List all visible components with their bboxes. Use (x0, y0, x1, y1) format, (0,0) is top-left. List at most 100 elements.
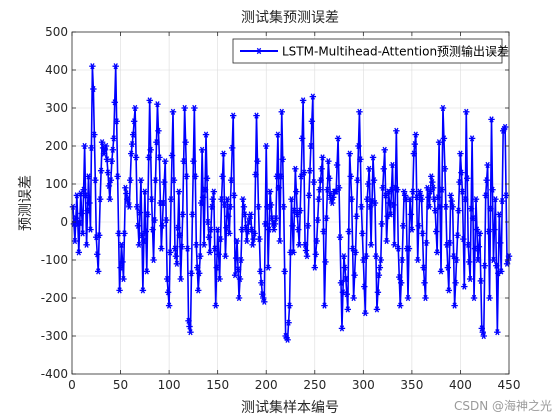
data-point (421, 279, 428, 286)
data-point-stroke (350, 245, 355, 252)
data-point-stroke (160, 222, 165, 229)
data-point (484, 161, 491, 169)
data-point (155, 127, 162, 134)
data-point (463, 108, 470, 115)
data-point (300, 169, 308, 176)
data-point (438, 186, 446, 193)
data-point-stroke (485, 161, 490, 169)
data-point (417, 192, 424, 199)
data-point-stroke (345, 306, 350, 313)
data-point-stroke (421, 264, 426, 271)
data-point (145, 154, 152, 161)
data-point (369, 154, 377, 161)
data-point (129, 131, 137, 138)
data-point (76, 219, 83, 227)
data-point (410, 150, 418, 157)
data-point-stroke (208, 226, 214, 233)
data-point-stroke (352, 272, 357, 279)
data-point (299, 97, 307, 104)
data-point-stroke (227, 230, 232, 237)
data-point (118, 241, 125, 248)
data-point-stroke (403, 196, 409, 203)
data-point-stroke (182, 104, 187, 112)
data-point-stroke (441, 135, 447, 142)
data-point (218, 196, 225, 203)
data-point-stroke (311, 179, 316, 186)
data-point (123, 190, 130, 197)
data-point (95, 268, 102, 275)
data-point-stroke (357, 108, 362, 115)
data-point (231, 272, 239, 279)
data-point-stroke (304, 253, 310, 260)
data-point-stroke (348, 173, 353, 180)
data-point-stroke (193, 173, 198, 180)
data-point-stroke (461, 236, 466, 243)
x-tick-label: 0 (68, 378, 76, 392)
data-point (284, 336, 291, 343)
data-point (418, 196, 425, 203)
data-point (452, 279, 459, 286)
data-point (185, 317, 192, 324)
data-point (107, 177, 115, 184)
y-tick-label: -400 (41, 367, 68, 381)
data-point (192, 173, 199, 180)
data-point-stroke (339, 325, 345, 332)
data-point (465, 258, 473, 265)
data-point (315, 196, 322, 203)
data-point (341, 264, 349, 271)
data-point (292, 165, 299, 172)
data-point-stroke (232, 192, 237, 199)
data-point-stroke (138, 177, 144, 184)
data-point (444, 264, 452, 271)
data-point (96, 196, 104, 203)
data-point-stroke (453, 279, 458, 286)
data-point (111, 99, 118, 106)
data-point (469, 215, 477, 222)
data-point (387, 211, 394, 218)
data-point (167, 196, 175, 203)
data-point-stroke (297, 241, 302, 248)
data-point (213, 264, 220, 271)
data-point-stroke (374, 306, 380, 313)
data-point-stroke (131, 118, 137, 125)
data-point (501, 123, 509, 131)
data-point-stroke (390, 161, 395, 169)
data-point-stroke (271, 226, 277, 233)
data-point-stroke (330, 199, 335, 207)
data-point-stroke (191, 158, 196, 165)
data-point (440, 135, 448, 142)
data-point-stroke (364, 253, 369, 260)
data-point-stroke (452, 302, 457, 309)
data-point (90, 85, 97, 93)
data-point (398, 279, 405, 286)
data-point (367, 241, 375, 248)
data-point-stroke (495, 329, 500, 336)
data-point (335, 184, 343, 191)
data-point (177, 275, 184, 283)
data-point-stroke (377, 264, 383, 271)
data-point-stroke (365, 196, 370, 203)
data-point (304, 222, 312, 229)
data-point (197, 199, 205, 207)
data-point-stroke (163, 158, 168, 165)
y-tick-label: 200 (45, 139, 68, 153)
data-point-stroke (342, 264, 348, 271)
data-point-stroke (124, 190, 129, 197)
data-point-stroke (498, 239, 503, 246)
data-point (206, 249, 214, 256)
data-point (406, 196, 414, 203)
data-point (380, 165, 387, 172)
data-point (426, 203, 433, 210)
watermark: CSDN @海神之光 (453, 399, 552, 413)
data-point (252, 171, 259, 178)
data-point-stroke (395, 186, 400, 193)
data-point-stroke (409, 226, 415, 233)
data-point (442, 203, 450, 210)
data-point (84, 207, 91, 214)
data-point (228, 177, 235, 184)
data-point (117, 264, 124, 271)
data-point-stroke (499, 268, 504, 275)
data-point (397, 302, 404, 309)
data-point (115, 230, 122, 237)
data-point (408, 226, 416, 233)
